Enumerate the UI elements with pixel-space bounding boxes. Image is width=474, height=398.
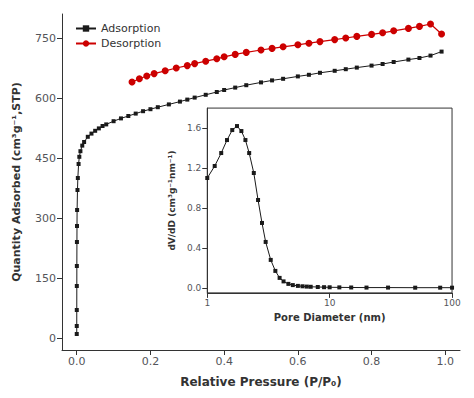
svg-text:0.2: 0.2 [142, 355, 160, 368]
svg-text:Desorption: Desorption [101, 37, 161, 50]
svg-text:0.0: 0.0 [68, 355, 86, 368]
svg-text:1.6: 1.6 [187, 123, 202, 133]
svg-text:0: 0 [49, 332, 56, 345]
svg-text:0.4: 0.4 [187, 243, 202, 253]
svg-text:dV/dD (cm³g⁻¹nm⁻¹): dV/dD (cm³g⁻¹nm⁻¹) [167, 150, 177, 250]
svg-text:600: 600 [35, 92, 56, 105]
svg-text:0.6: 0.6 [289, 355, 307, 368]
svg-text:Adsorption: Adsorption [101, 22, 160, 35]
svg-text:1: 1 [204, 298, 210, 308]
svg-text:300: 300 [35, 212, 56, 225]
svg-text:0.4: 0.4 [215, 355, 233, 368]
svg-text:Pore Diameter (nm): Pore Diameter (nm) [274, 312, 386, 323]
svg-text:1.0: 1.0 [437, 355, 455, 368]
svg-text:150: 150 [35, 272, 56, 285]
svg-text:750: 750 [35, 32, 56, 45]
svg-text:10: 10 [324, 298, 336, 308]
svg-text:100: 100 [443, 298, 460, 308]
svg-text:0.0: 0.0 [187, 283, 202, 293]
svg-text:450: 450 [35, 152, 56, 165]
svg-text:0.8: 0.8 [363, 355, 381, 368]
svg-text:Quantity Adsorbed (cm³g⁻¹,STP): Quantity Adsorbed (cm³g⁻¹,STP) [10, 82, 23, 282]
svg-text:Relative Pressure (P/P₀): Relative Pressure (P/P₀) [180, 375, 342, 389]
svg-text:0.8: 0.8 [187, 203, 202, 213]
svg-text:1.2: 1.2 [187, 163, 201, 173]
